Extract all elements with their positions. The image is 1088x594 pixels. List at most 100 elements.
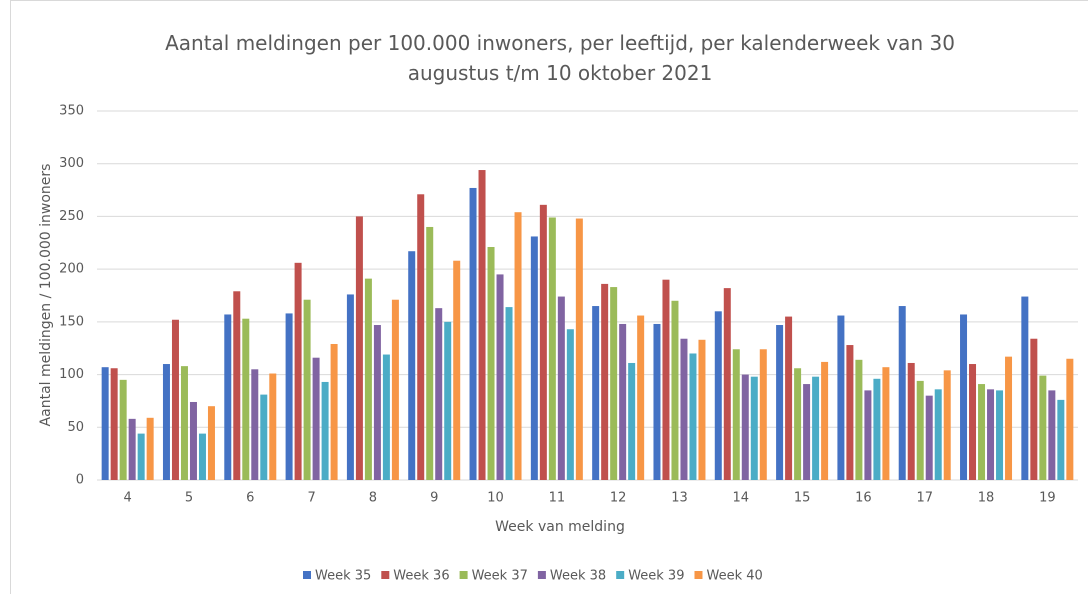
bar [426,226,434,480]
bar [478,170,486,481]
y-tick-label: 250 [59,209,84,224]
bar [653,323,661,480]
bar [539,204,547,480]
bar [575,218,583,480]
bar [680,338,688,480]
bar [714,311,722,480]
bar [1030,338,1038,480]
bar [408,251,416,480]
bar [294,262,302,480]
x-tick-label: 10 [487,491,504,506]
legend-label: Week 40 [706,569,762,584]
bar [592,306,600,480]
bar [732,349,740,480]
bar [864,390,872,480]
bar [846,345,854,480]
bar [207,406,215,480]
bar [943,370,951,480]
bar [162,364,170,480]
bar [812,376,820,480]
y-tick-label: 0 [76,473,84,488]
bar [312,357,320,480]
bar [128,418,136,480]
bar [662,279,670,480]
y-tick-label: 350 [59,104,84,119]
bar [934,389,942,480]
bar [453,260,461,480]
bar [189,401,197,480]
bar [837,315,845,480]
x-tick-label: 16 [855,491,872,506]
x-tick-label: 13 [671,491,688,506]
bar [759,349,767,480]
bar [978,384,986,480]
bar [330,343,338,480]
x-tick-label: 12 [610,491,627,506]
bar [382,354,390,480]
bar [137,433,145,480]
bar [180,366,188,480]
bar [514,212,522,480]
x-tick-label: 14 [733,491,750,506]
bar [1066,358,1074,480]
legend-swatch [381,571,390,579]
y-tick-label: 200 [59,262,84,277]
bar [1039,375,1047,480]
bar [251,369,259,480]
bar [146,417,154,480]
bar [996,390,1004,480]
x-tick-label: 7 [307,491,315,506]
y-axis-title: Aantal meldingen / 100.000 inwoners [38,164,54,427]
bar [171,319,179,480]
bar [242,318,250,480]
bar [224,314,232,480]
bar [110,368,118,480]
bar [355,216,363,480]
bar [803,384,811,480]
bar [285,313,293,480]
bar [689,353,697,480]
bar [601,283,609,480]
bar [119,379,127,480]
bar [925,395,933,480]
x-tick-label: 8 [369,491,377,506]
bar [548,217,556,481]
bar [882,367,890,480]
legend-swatch [303,571,311,579]
bar [1021,296,1029,480]
bar [855,359,863,480]
bar [496,274,504,480]
x-tick-label: 18 [978,491,995,506]
x-tick-label: 6 [246,491,254,506]
legend-swatch [537,571,546,579]
legend-swatch [616,571,625,579]
bar [260,394,268,480]
bar [637,315,645,480]
bar [417,194,425,480]
bar [101,367,109,480]
x-tick-label: 11 [549,491,566,506]
y-tick-label: 150 [59,314,84,329]
bar [619,323,627,480]
legend-label: Week 35 [315,569,371,584]
bar [907,362,915,480]
x-tick-label: 17 [916,491,933,506]
bar [566,329,574,480]
x-tick-label: 5 [185,491,193,506]
legend-label: Week 38 [550,569,606,584]
bar [750,376,758,480]
bar [321,381,329,480]
legend-label: Week 36 [393,569,449,584]
legend-label: Week 37 [472,569,528,584]
bar [794,368,802,480]
bar [821,361,829,480]
x-tick-label: 9 [430,491,438,506]
bar [487,247,495,480]
bar [373,325,381,480]
legend-label: Week 39 [628,569,684,584]
x-axis-title: Week van melding [495,519,625,535]
legend-swatch [459,571,468,579]
bar [233,291,241,480]
x-tick-label: 19 [1039,491,1056,506]
